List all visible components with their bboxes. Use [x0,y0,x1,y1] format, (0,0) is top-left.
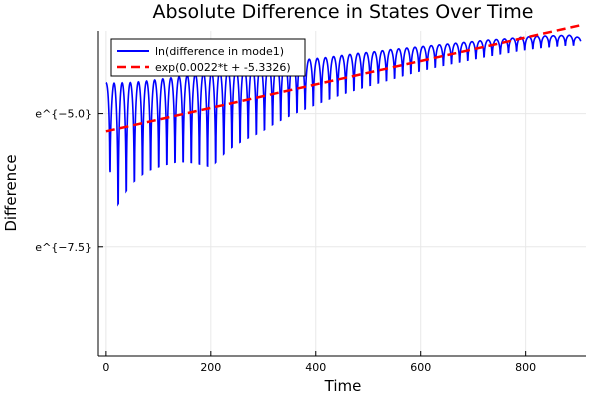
x-tick-label: 800 [515,361,536,374]
legend-label-series-2: exp(0.0022*t + -5.3326) [155,61,291,74]
y-axis-title: Difference [2,154,20,231]
plot-area [105,24,582,207]
legend-box [110,38,306,77]
axes: 0 200 400 600 800 e^{−5.0} e^{−7.5} [35,31,586,374]
x-tick-label: 0 [102,361,109,374]
x-tick-label: 200 [200,361,221,374]
x-tick-label: 400 [305,361,326,374]
legend-label-series-1: ln(difference in mode1) [155,45,284,58]
chart-title: Absolute Difference in States Over Time [153,1,534,23]
x-axis-title: Time [324,377,362,395]
y-tick-label: e^{−5.0} [35,108,92,121]
legend: ln(difference in mode1) exp(0.0022*t + -… [110,38,306,77]
x-tick-label: 600 [410,361,431,374]
y-tick-label: e^{−7.5} [35,241,92,254]
fit-line-exp [105,24,582,133]
series-line-mode1 [105,34,582,207]
